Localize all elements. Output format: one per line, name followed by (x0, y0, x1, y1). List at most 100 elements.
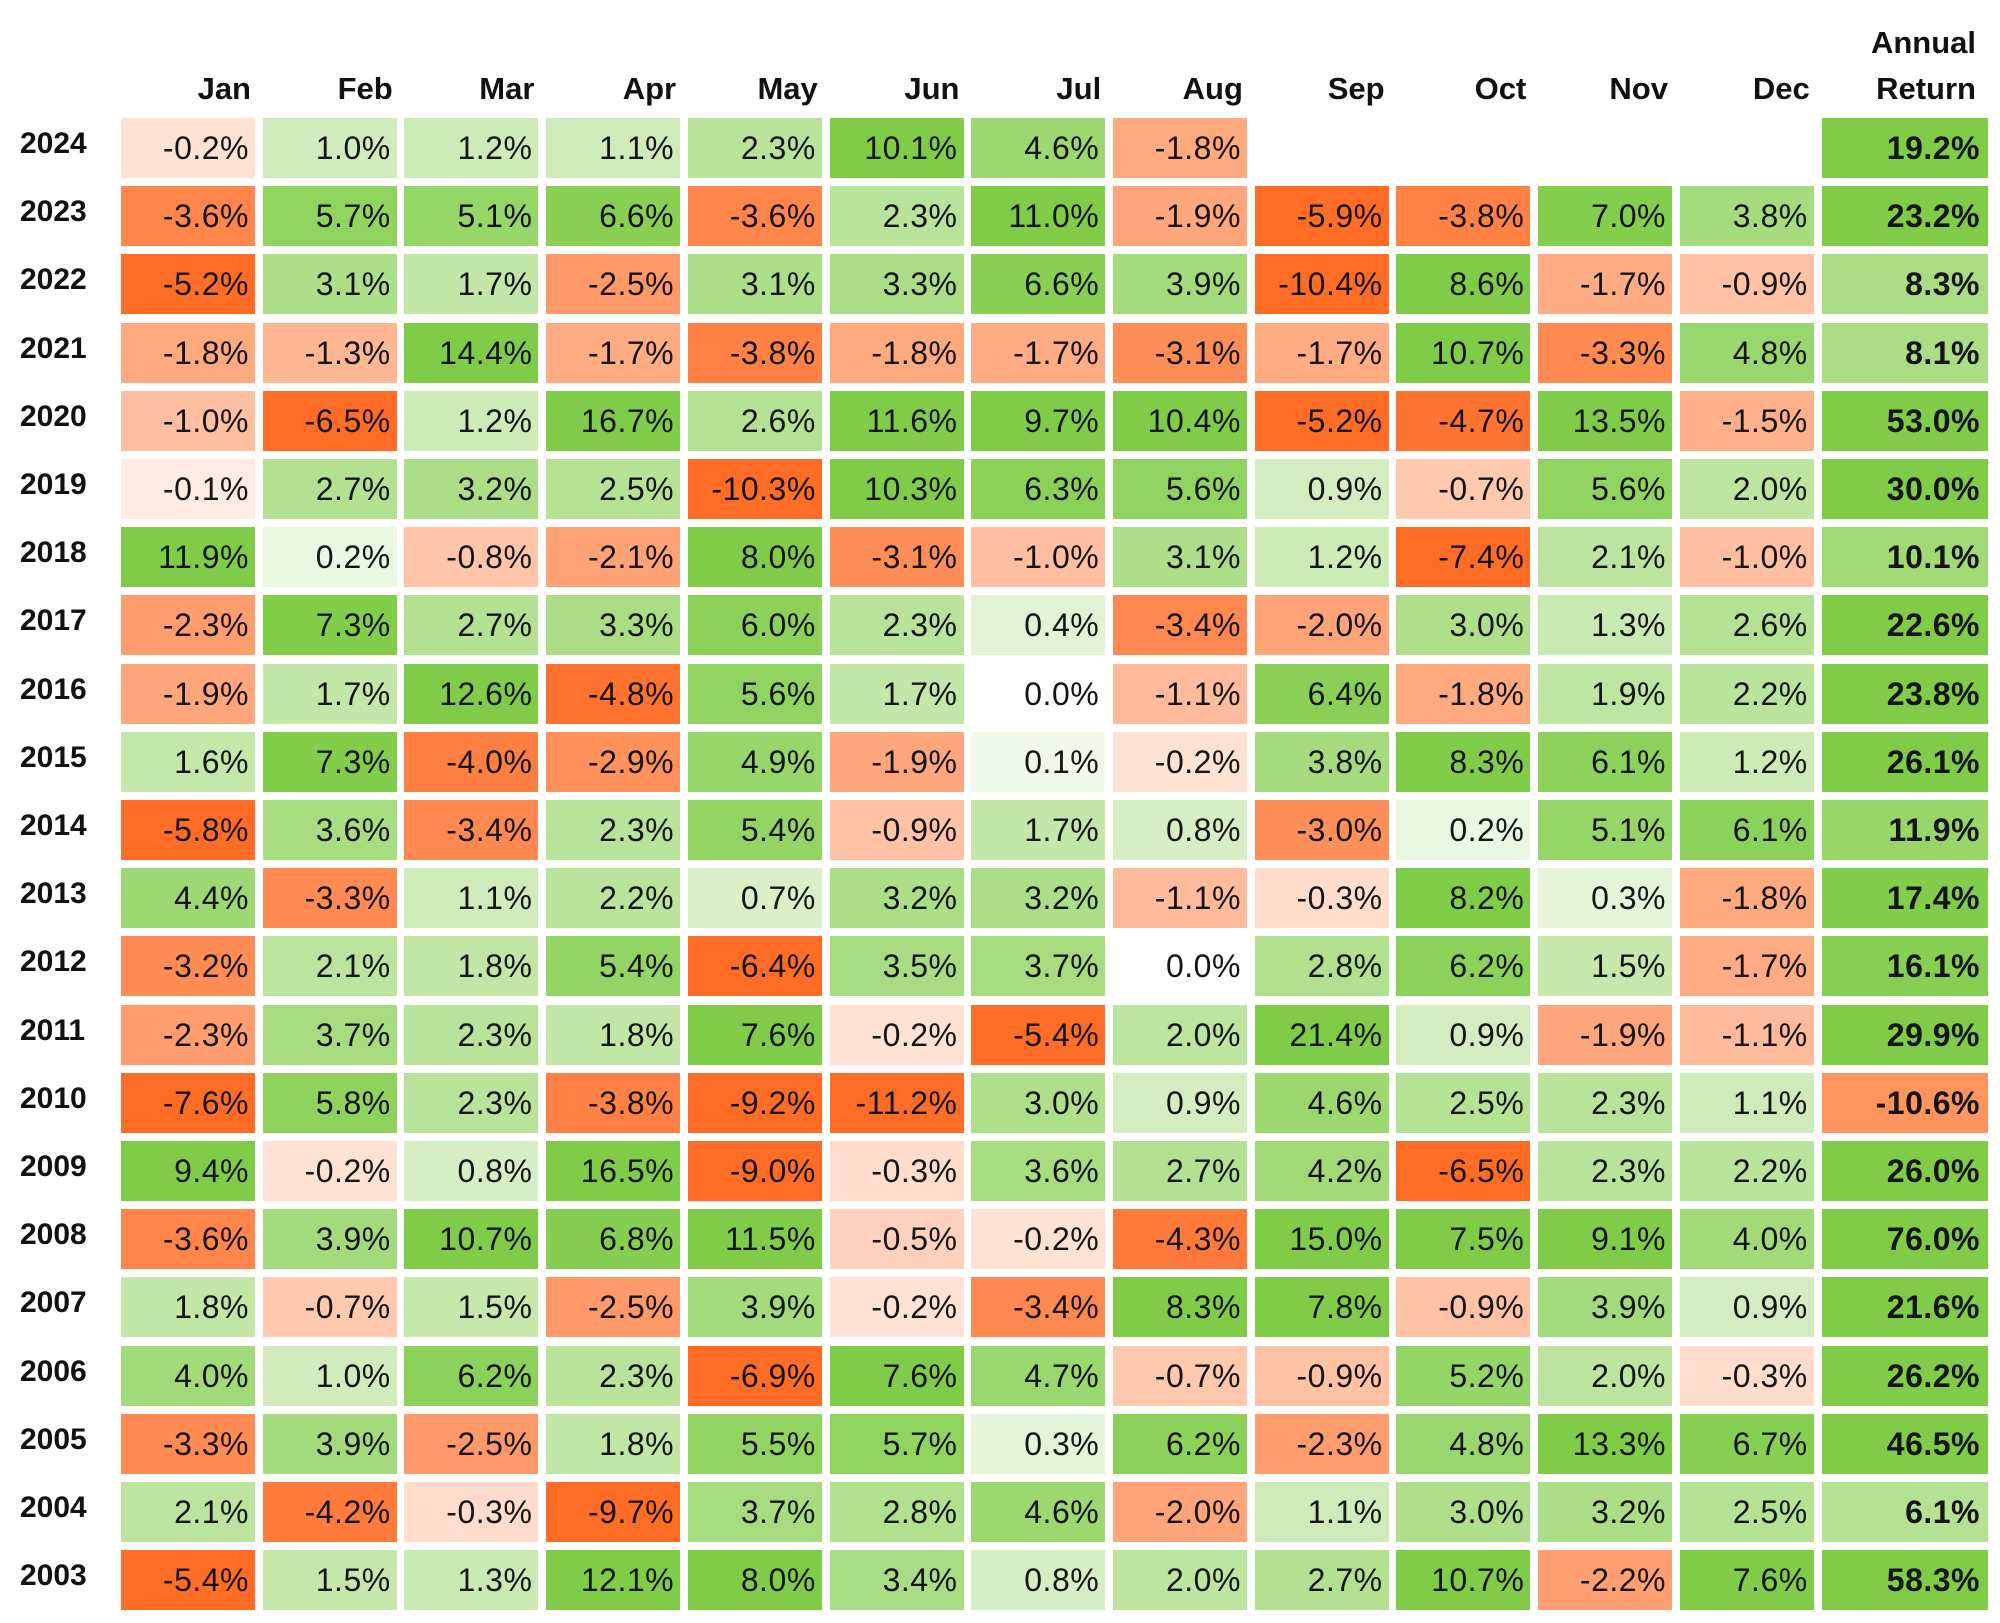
heatmap-cell-2016-jun: 1.7% (829, 663, 964, 724)
heatmap-cell-2024-oct (1396, 118, 1530, 178)
heatmap-cell-2004-aug: -2.0% (1112, 1482, 1247, 1542)
month-header-feb: Feb (337, 71, 393, 106)
heatmap-cell-2009-apr: 16.5% (546, 1141, 681, 1201)
annual-return-cell-2017: 22.6% (1822, 595, 1988, 656)
heatmap-cell-2017-oct: 3.0% (1396, 595, 1531, 656)
heatmap-cell-2010-jul: 3.0% (971, 1072, 1106, 1133)
heatmap-cell-2014-jul: 1.7% (971, 800, 1106, 860)
heatmap-cell-2015-mar: -4.0% (404, 731, 539, 792)
heatmap-cell-2005-jul: 0.3% (971, 1413, 1106, 1474)
heatmap-cell-2003-jan: -5.4% (121, 1550, 255, 1611)
heatmap-cell-2010-sep: 4.6% (1254, 1072, 1389, 1133)
heatmap-cell-2023-nov: 7.0% (1538, 186, 1672, 247)
heatmap-cell-2003-may: 8.0% (687, 1550, 822, 1611)
heatmap-cell-2004-feb: -4.2% (262, 1482, 397, 1542)
heatmap-cell-2007-jan: 1.8% (121, 1277, 255, 1338)
heatmap-cell-2013-jan: 4.4% (121, 868, 255, 929)
year-label: 2011 (20, 1013, 86, 1047)
heatmap-cell-2019-nov: 5.6% (1538, 459, 1672, 519)
heatmap-cell-2018-jan: 11.9% (121, 527, 255, 588)
month-header-oct: Oct (1474, 71, 1527, 106)
heatmap-cell-2003-feb: 1.5% (262, 1550, 397, 1611)
heatmap-cell-2009-sep: 4.2% (1254, 1141, 1389, 1201)
heatmap-cell-2007-sep: 7.8% (1254, 1277, 1389, 1338)
heatmap-cell-2003-apr: 12.1% (546, 1550, 681, 1611)
heatmap-cell-2014-jun: -0.9% (829, 800, 964, 860)
heatmap-cell-2009-nov: 2.3% (1538, 1141, 1672, 1201)
heatmap-cell-2021-apr: -1.7% (546, 322, 681, 383)
heatmap-cell-2018-aug: 3.1% (1112, 527, 1247, 588)
heatmap-cell-2003-jul: 0.8% (971, 1550, 1106, 1611)
heatmap-cell-2017-apr: 3.3% (546, 595, 681, 656)
year-label: 2022 (20, 263, 87, 297)
heatmap-cell-2016-feb: 1.7% (262, 663, 397, 724)
heatmap-cell-2022-aug: 3.9% (1112, 254, 1247, 315)
heatmap-cell-2022-jul: 6.6% (971, 254, 1106, 315)
heatmap-cell-2022-nov: -1.7% (1538, 254, 1672, 315)
heatmap-cell-2018-mar: -0.8% (404, 527, 539, 588)
heatmap-cell-2010-jun: -11.2% (829, 1072, 964, 1133)
heatmap-cell-2016-may: 5.6% (687, 663, 822, 724)
heatmap-cell-2014-aug: 0.8% (1112, 800, 1247, 860)
heatmap-cell-2020-feb: -6.5% (262, 390, 397, 451)
heatmap-cell-2010-nov: 2.3% (1538, 1072, 1672, 1133)
heatmap-cell-2006-nov: 2.0% (1538, 1345, 1672, 1406)
heatmap-cell-2019-may: -10.3% (687, 459, 822, 519)
heatmap-cell-2017-nov: 1.3% (1538, 595, 1672, 656)
heatmap-cell-2012-jan: -3.2% (121, 936, 255, 997)
heatmap-cell-2005-oct: 4.8% (1396, 1413, 1531, 1474)
heatmap-cell-2020-dec: -1.5% (1679, 390, 1814, 451)
annual-return-header-line-2: Return (1876, 71, 1976, 106)
year-label: 2017 (20, 604, 87, 638)
heatmap-cell-2023-feb: 5.7% (262, 186, 397, 247)
year-label: 2014 (20, 809, 87, 842)
heatmap-cell-2021-aug: -3.1% (1112, 322, 1247, 383)
heatmap-cell-2024-jun: 10.1% (829, 118, 964, 178)
heatmap-cell-2007-mar: 1.5% (404, 1277, 539, 1338)
heatmap-cell-2015-dec: 1.2% (1679, 731, 1814, 792)
heatmap-cell-2007-jun: -0.2% (829, 1277, 964, 1338)
heatmap-cell-2010-jan: -7.6% (121, 1072, 255, 1133)
heatmap-cell-2021-feb: -1.3% (262, 322, 397, 383)
heatmap-cell-2003-oct: 10.7% (1396, 1550, 1531, 1611)
heatmap-cell-2014-may: 5.4% (687, 800, 822, 860)
heatmap-cell-2013-oct: 8.2% (1396, 868, 1531, 929)
heatmap-cell-2008-dec: 4.0% (1679, 1209, 1814, 1270)
year-label: 2021 (20, 331, 87, 365)
heatmap-cell-2024-jan: -0.2% (121, 118, 255, 178)
heatmap-cell-2006-sep: -0.9% (1254, 1345, 1389, 1406)
heatmap-cell-2008-feb: 3.9% (262, 1209, 397, 1270)
heatmap-cell-2023-jun: 2.3% (829, 186, 964, 247)
year-label: 2013 (20, 877, 87, 911)
heatmap-cell-2005-sep: -2.3% (1254, 1413, 1389, 1474)
heatmap-cell-2013-aug: -1.1% (1112, 868, 1247, 929)
annual-return-cell-2004: 6.1% (1822, 1482, 1988, 1542)
heatmap-cell-2006-oct: 5.2% (1396, 1345, 1531, 1406)
annual-return-cell-2016: 23.8% (1822, 663, 1988, 724)
heatmap-cell-2016-oct: -1.8% (1396, 663, 1531, 724)
heatmap-cell-2012-mar: 1.8% (404, 936, 539, 997)
heatmap-cell-2024-apr: 1.1% (546, 118, 681, 178)
heatmap-cell-2023-mar: 5.1% (404, 186, 539, 247)
heatmap-cell-2008-sep: 15.0% (1254, 1209, 1389, 1270)
heatmap-cell-2004-dec: 2.5% (1679, 1482, 1814, 1542)
heatmap-cell-2021-jan: -1.8% (121, 322, 255, 383)
heatmap-cell-2004-sep: 1.1% (1254, 1482, 1389, 1542)
heatmap-cell-2019-jan: -0.1% (121, 459, 255, 519)
heatmap-cell-2022-oct: 8.6% (1396, 254, 1531, 315)
annual-return-cell-2024: 19.2% (1822, 118, 1988, 178)
heatmap-cell-2007-jul: -3.4% (971, 1277, 1106, 1338)
heatmap-cell-2004-nov: 3.2% (1538, 1482, 1672, 1542)
heatmap-cell-2018-feb: 0.2% (262, 527, 397, 588)
heatmap-cell-2004-oct: 3.0% (1396, 1482, 1531, 1542)
heatmap-cell-2010-oct: 2.5% (1396, 1072, 1531, 1133)
heatmap-cell-2009-dec: 2.2% (1679, 1141, 1814, 1201)
heatmap-cell-2004-jun: 2.8% (829, 1482, 964, 1542)
heatmap-cell-2008-jul: -0.2% (971, 1209, 1106, 1270)
heatmap-cell-2024-sep (1255, 118, 1389, 178)
year-label: 2012 (20, 945, 87, 979)
heatmap-cell-2019-feb: 2.7% (262, 459, 397, 519)
year-label: 2024 (20, 127, 87, 160)
heatmap-cell-2010-feb: 5.8% (262, 1072, 397, 1133)
